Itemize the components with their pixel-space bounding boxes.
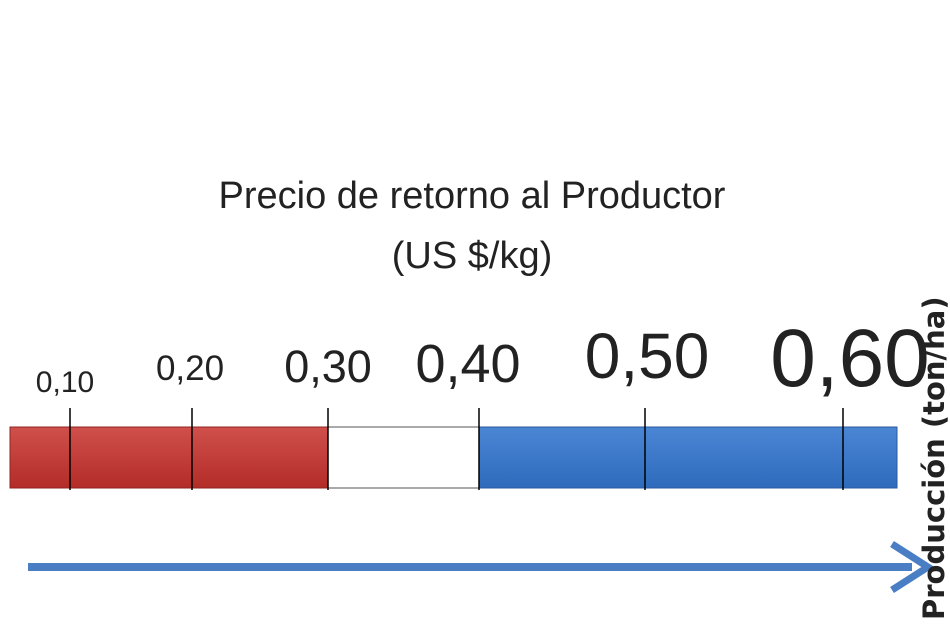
blue-segment <box>478 426 898 489</box>
scale-label: 0,40 <box>415 334 520 394</box>
title-line: (US $/kg) <box>392 235 552 277</box>
dividers <box>69 408 844 490</box>
arrow-head <box>890 541 935 593</box>
scale-label: 0,30 <box>284 341 372 392</box>
scale-label: 0,20 <box>156 349 224 388</box>
red-segment <box>9 426 329 489</box>
white-segment <box>327 426 480 489</box>
scale-label: 0,50 <box>585 320 710 392</box>
title-line: Precio de retorno al Productor <box>219 175 726 217</box>
scale-label: 0,10 <box>36 366 94 399</box>
axis-label: Producción (ton/ha) <box>917 296 950 620</box>
scale-label: 0,60 <box>770 313 930 404</box>
